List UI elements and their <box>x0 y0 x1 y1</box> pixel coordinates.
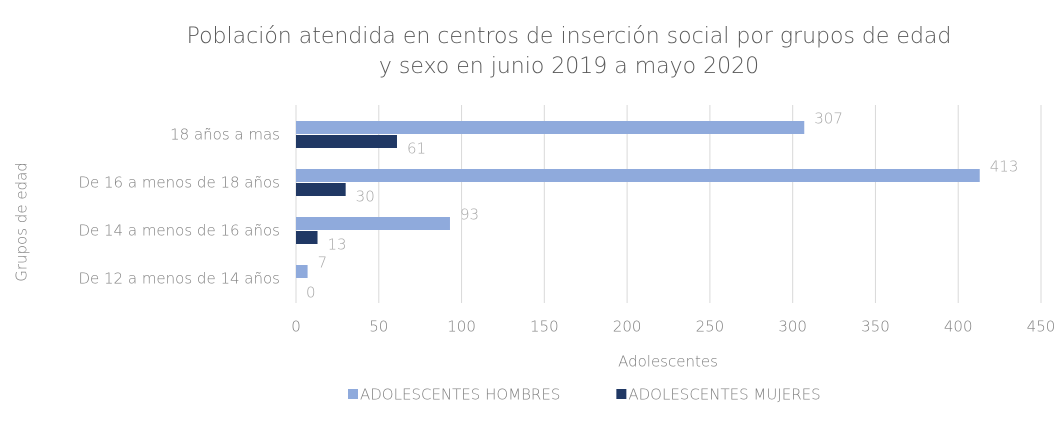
bar <box>296 231 318 244</box>
x-tick-label: 100 <box>447 318 476 336</box>
x-tick-label: 350 <box>861 318 890 336</box>
y-tick-label: 18 años a mas <box>170 126 280 144</box>
data-label: 0 <box>306 284 316 302</box>
x-tick-label: 300 <box>778 318 807 336</box>
x-tick-label: 150 <box>530 318 559 336</box>
x-tick-label: 50 <box>369 318 388 336</box>
x-axis-title: Adolescentes <box>618 353 718 371</box>
data-label: 30 <box>356 188 375 206</box>
legend-label: ADOLESCENTES HOMBRES <box>360 386 560 404</box>
legend-swatch <box>616 389 627 399</box>
bar <box>296 169 980 182</box>
chart-title: Población atendida en centros de inserci… <box>187 24 952 49</box>
bar <box>296 183 346 196</box>
data-label: 7 <box>318 254 328 272</box>
y-tick-label: De 14 a menos de 16 años <box>78 222 280 240</box>
data-label: 61 <box>407 140 426 158</box>
x-tick-label: 250 <box>696 318 725 336</box>
y-tick-label: De 12 a menos de 14 años <box>78 270 280 288</box>
x-tick-label: 400 <box>944 318 973 336</box>
bar <box>296 217 450 230</box>
data-label: 93 <box>460 206 479 224</box>
legend-swatch <box>348 389 358 399</box>
y-tick-label: De 16 a menos de 18 años <box>78 174 280 192</box>
data-label: 13 <box>328 236 347 254</box>
bar <box>296 121 805 134</box>
bar <box>296 265 308 278</box>
legend-label: ADOLESCENTES MUJERES <box>628 386 820 404</box>
data-label: 413 <box>990 158 1019 176</box>
data-label: 307 <box>814 110 843 128</box>
y-axis-title: Grupos de edad <box>13 162 31 282</box>
x-tick-label: 0 <box>291 318 301 336</box>
bar <box>296 135 397 148</box>
x-tick-label: 200 <box>613 318 642 336</box>
x-tick-label: 450 <box>1027 318 1056 336</box>
chart-title: y sexo en junio 2019 a mayo 2020 <box>379 54 759 79</box>
